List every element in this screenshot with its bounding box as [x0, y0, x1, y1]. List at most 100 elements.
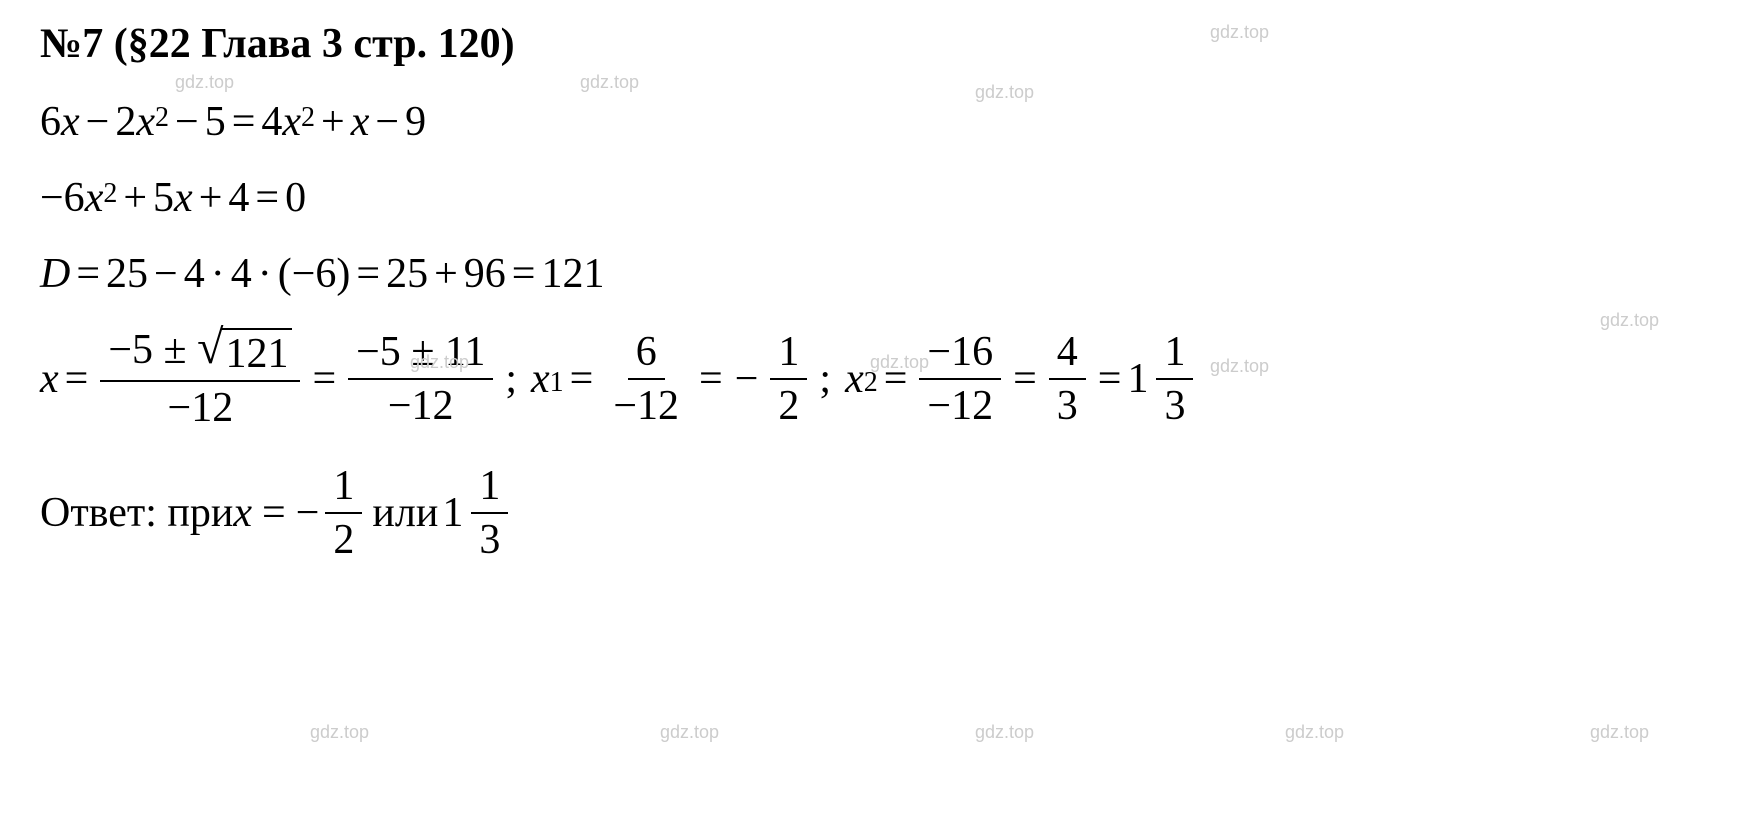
- equals: =: [65, 355, 89, 403]
- denominator: −12: [605, 380, 687, 430]
- number: 4: [184, 250, 205, 298]
- coef: 2: [115, 98, 136, 146]
- var: x: [136, 98, 155, 146]
- watermark: gdz.top: [1590, 722, 1649, 743]
- var: x: [85, 174, 104, 222]
- equals: =: [1098, 355, 1122, 403]
- semicolon: ;: [505, 355, 517, 403]
- constant: 5: [205, 98, 226, 146]
- numerator: −16: [919, 328, 1001, 380]
- plus-minus: ±: [411, 329, 434, 375]
- semicolon: ;: [819, 355, 831, 403]
- number: 25: [106, 250, 148, 298]
- whole: 1: [1127, 355, 1148, 403]
- watermark: gdz.top: [975, 722, 1034, 743]
- operator: +: [321, 98, 345, 146]
- equals: =: [262, 489, 286, 537]
- number: 121: [541, 250, 604, 298]
- or-label: или: [372, 489, 438, 537]
- equals: =: [76, 250, 100, 298]
- numerator: 1: [770, 328, 807, 380]
- numerator: 6: [628, 328, 665, 380]
- fraction: −5 ± √ 121 −12: [100, 326, 300, 432]
- equals: =: [570, 355, 594, 403]
- operator: −: [175, 98, 199, 146]
- var: x: [61, 98, 80, 146]
- var-x: x: [233, 489, 252, 537]
- whole: 1: [442, 489, 463, 537]
- equals: =: [255, 174, 279, 222]
- var: x: [174, 174, 193, 222]
- denominator: −12: [919, 380, 1001, 430]
- watermark: gdz.top: [310, 722, 369, 743]
- dot-operator: ·: [258, 250, 272, 298]
- fraction: 1 2: [770, 328, 807, 430]
- var-x2: x: [845, 355, 864, 403]
- equals: =: [356, 250, 380, 298]
- numerator: 1: [325, 462, 362, 514]
- denominator: −12: [160, 382, 242, 432]
- equals: =: [699, 355, 723, 403]
- var-d: D: [40, 250, 70, 298]
- subscript: 1: [550, 367, 564, 399]
- number: 96: [464, 250, 506, 298]
- sqrt-icon: √: [197, 328, 223, 368]
- operator: +: [434, 250, 458, 298]
- negative: −: [296, 489, 320, 537]
- operator: +: [199, 174, 223, 222]
- equals: =: [1013, 355, 1037, 403]
- negative: −: [735, 355, 759, 403]
- operator: −: [86, 98, 110, 146]
- watermark: gdz.top: [580, 72, 639, 93]
- fraction: −16 −12: [919, 328, 1001, 430]
- number: 4: [231, 250, 252, 298]
- fraction: 1 2: [325, 462, 362, 564]
- denominator: 3: [471, 514, 508, 564]
- var: x: [282, 98, 301, 146]
- problem-title: №7 (§22 Глава 3 стр. 120): [40, 20, 1721, 68]
- dot-operator: ·: [211, 250, 225, 298]
- exponent: 2: [155, 102, 169, 134]
- sqrt: √ 121: [197, 328, 292, 378]
- mixed-fraction: 1 1 3: [442, 462, 514, 564]
- numerator: 1: [1156, 328, 1193, 380]
- answer-line: Ответ: при x = − 1 2 или 1 1 3: [40, 462, 1721, 564]
- mixed-fraction: 1 1 3: [1127, 328, 1199, 430]
- denominator: 3: [1049, 380, 1086, 430]
- operator: +: [123, 174, 147, 222]
- denominator: −12: [380, 380, 462, 430]
- number: −5: [356, 329, 401, 375]
- equation-1: 6x − 2x2 − 5 = 4x2 + x − 9: [40, 98, 1721, 146]
- exponent: 2: [103, 178, 117, 210]
- equals: =: [884, 355, 908, 403]
- coef: −6: [40, 174, 85, 222]
- plus-minus: ±: [164, 327, 187, 373]
- equals: =: [312, 355, 336, 403]
- fraction: 6 −12: [605, 328, 687, 430]
- number: (−6): [278, 250, 351, 298]
- coef: 4: [261, 98, 282, 146]
- watermark: gdz.top: [1285, 722, 1344, 743]
- subscript: 2: [864, 367, 878, 399]
- equation-2: −6x2 + 5x + 4 = 0: [40, 174, 1721, 222]
- var-x: x: [40, 355, 59, 403]
- solution-line: x = −5 ± √ 121 −12 = −5 ± 11 −12 ; x1 = …: [40, 326, 1721, 432]
- constant: 9: [405, 98, 426, 146]
- sqrt-content: 121: [221, 328, 292, 378]
- fraction: −5 ± 11 −12: [348, 328, 493, 430]
- number: −5: [108, 327, 153, 373]
- fraction: 4 3: [1049, 328, 1086, 430]
- equals: =: [512, 250, 536, 298]
- number: 25: [386, 250, 428, 298]
- var: x: [351, 98, 370, 146]
- denominator: 3: [1156, 380, 1193, 430]
- constant: 0: [285, 174, 306, 222]
- number: 11: [445, 329, 485, 375]
- denominator: 2: [325, 514, 362, 564]
- numerator: 4: [1049, 328, 1086, 380]
- discriminant-line: D = 25 − 4 · 4 · (−6) = 25 + 96 = 121: [40, 250, 1721, 298]
- numerator: 1: [471, 462, 508, 514]
- coef: 6: [40, 98, 61, 146]
- constant: 4: [228, 174, 249, 222]
- denominator: 2: [770, 380, 807, 430]
